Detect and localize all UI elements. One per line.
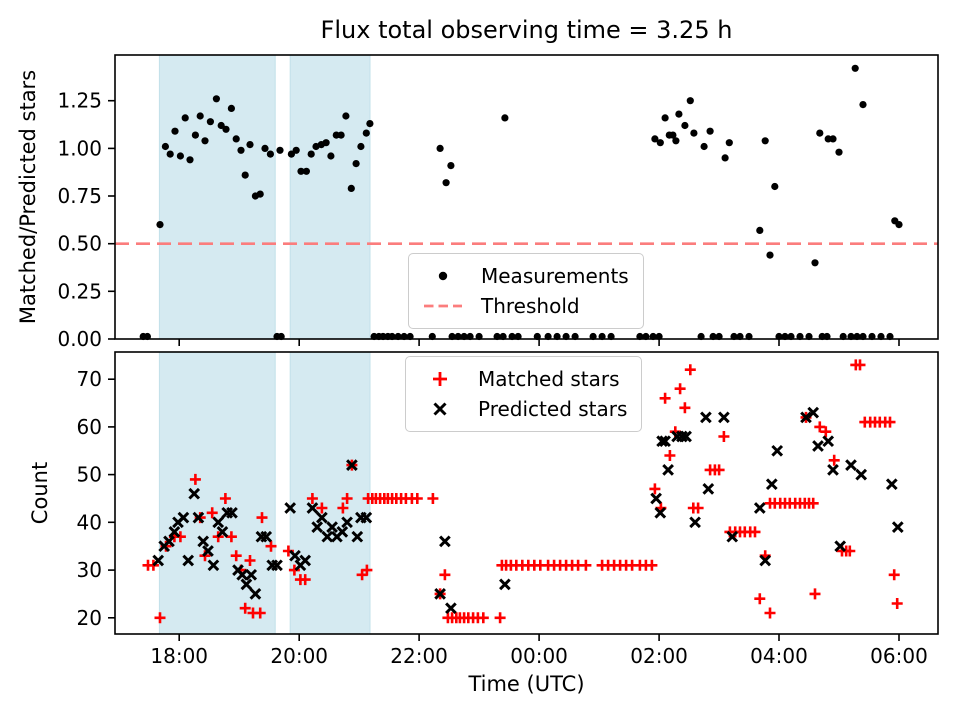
y-tick-label: 0.75 [57,184,102,208]
y-tick-label: 1.00 [57,136,102,160]
x-tick-label: 02:00 [630,644,688,668]
matched-stars-plus-icon [416,368,464,390]
top-y-axis-label: Matched/Predicted stars [16,69,40,325]
x-tick-label: 18:00 [150,644,208,668]
axes-frame [114,54,939,340]
x-tick-label: 00:00 [510,644,568,668]
y-tick-label: 0.25 [57,279,102,303]
x-tick-label: 22:00 [390,644,448,668]
y-tick-label: 0.50 [57,232,102,256]
x-axis-label: Time (UTC) [468,672,585,696]
top-axes: 0.00 0.25 0.50 0.75 1.00 1.25 [57,54,939,351]
predicted-stars-x-icon [416,398,464,420]
top-legend: Measurements Threshold [408,253,644,329]
legend-label: Matched stars [478,367,620,391]
legend-label: Threshold [481,294,580,318]
y-tick-label: 40 [77,510,102,534]
y-tick-label: 20 [77,606,102,630]
threshold-dash-icon [419,296,467,316]
y-tick-label: 0.00 [57,327,102,351]
observing-window-span [289,351,371,635]
x-tick-label: 06:00 [870,644,928,668]
chart-title: Flux total observing time = 3.25 h [320,16,733,44]
bottom-axes: 18:00 20:00 22:00 00:00 02:00 04:00 06:00 20 30 4… [77,351,939,668]
y-tick-label: 30 [77,558,102,582]
legend-item-predicted-stars: Predicted stars [416,394,627,424]
x-tick-label: 04:00 [750,644,808,668]
y-tick-label: 1.25 [57,89,102,113]
y-tick-label: 70 [77,367,102,391]
x-tick-label: 20:00 [270,644,328,668]
legend-label: Predicted stars [478,397,628,421]
observing-window-span [289,54,371,340]
bottom-legend: Matched stars Predicted stars [405,356,643,432]
legend-label: Measurements [481,264,629,288]
series-x [152,406,904,615]
bottom-y-axis-label: Count [28,461,52,525]
legend-item-measurements: Measurements [419,261,629,291]
axes-frame [114,351,939,635]
legend-item-threshold: Threshold [419,291,629,321]
measurements-dot-icon [419,266,467,286]
y-tick-label: 60 [77,415,102,439]
legend-item-matched-stars: Matched stars [416,364,627,394]
y-tick-label: 50 [77,463,102,487]
